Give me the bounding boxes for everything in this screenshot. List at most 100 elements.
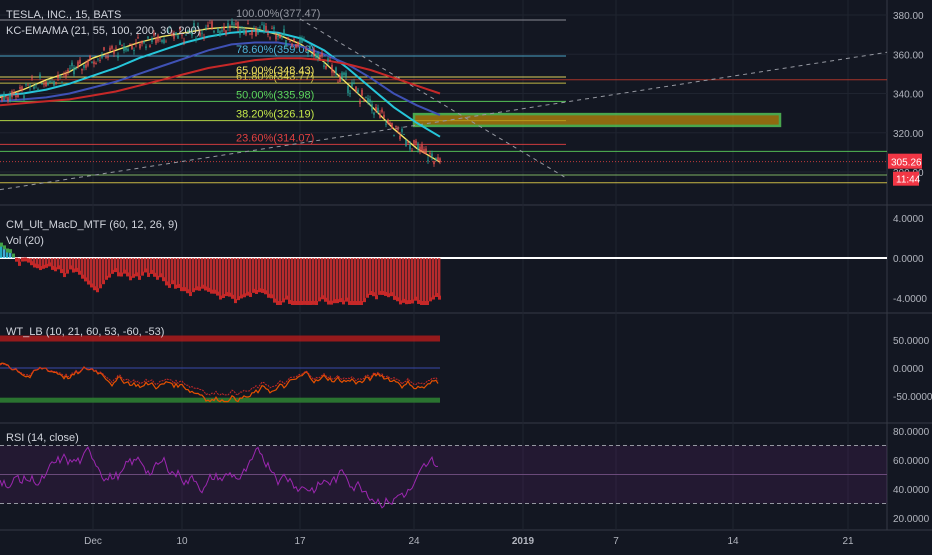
candle-body: [275, 35, 277, 40]
macd-signal-dot: [48, 262, 51, 267]
macd-signal-dot: [279, 301, 282, 305]
macd-histogram-bar: [123, 258, 126, 272]
macd-histogram-bar: [90, 258, 93, 286]
candle-body: [195, 38, 197, 40]
candle-body: [161, 39, 163, 42]
macd-signal-dot: [393, 295, 396, 300]
macd-histogram-bar: [228, 258, 231, 295]
macd-histogram-bar: [174, 258, 177, 287]
candle-body: [33, 86, 35, 89]
macd-histogram-bar: [192, 258, 195, 291]
macd-signal-dot: [24, 257, 27, 262]
candle-body: [387, 119, 389, 124]
candle-body: [151, 38, 153, 42]
candle-body: [219, 31, 221, 36]
candle-body: [97, 58, 99, 60]
macd-histogram-bar: [81, 258, 84, 277]
macd-signal-dot: [240, 294, 243, 299]
macd-signal-dot: [339, 298, 342, 303]
macd-signal-dot: [183, 287, 186, 292]
fib-level-label: 61.80%(343.77): [236, 71, 314, 83]
candle-body: [439, 158, 441, 162]
macd-signal-dot: [21, 257, 24, 262]
grid: [0, 0, 932, 531]
macd-signal-dot: [285, 295, 288, 300]
indicator-panes[interactable]: [0, 242, 887, 509]
candle-body: [415, 140, 417, 144]
macd-histogram-bar: [96, 258, 99, 291]
candle-body: [353, 82, 355, 84]
candle-body: [395, 126, 397, 128]
macd-signal-dot: [291, 301, 294, 305]
candle-body: [145, 46, 147, 49]
macd-signal-dot: [18, 261, 21, 266]
macd-signal-dot: [273, 298, 276, 303]
wt-tick-label: 0.0000: [893, 364, 924, 375]
macd-histogram-bar: [393, 258, 396, 298]
macd-signal-dot: [357, 301, 360, 305]
macd-histogram-bar: [114, 258, 117, 271]
macd-signal-dot: [39, 266, 42, 271]
macd-tick-label: 4.0000: [893, 214, 924, 225]
macd-signal-dot: [12, 253, 15, 258]
macd-signal-dot: [105, 275, 108, 280]
macd-signal-dot: [264, 290, 267, 295]
macd-signal-dot: [171, 280, 174, 285]
time-tick-label: 7: [613, 536, 619, 547]
candle-body: [377, 107, 379, 113]
macd-histogram-bar: [306, 258, 309, 303]
macd-signal-dot: [60, 269, 63, 274]
macd-histogram-bar: [150, 258, 153, 272]
macd-signal-dot: [204, 286, 207, 291]
macd-signal-dot: [141, 271, 144, 276]
macd-signal-dot: [354, 301, 357, 305]
candle-body: [205, 27, 207, 29]
macd-histogram-bar: [255, 258, 258, 292]
candle-body: [371, 104, 373, 111]
macd-signal-dot: [69, 265, 72, 270]
candle-body: [197, 26, 199, 28]
candle-body: [185, 34, 187, 36]
candle-body: [149, 45, 151, 48]
candle-body: [17, 94, 19, 98]
candle-body: [127, 48, 129, 51]
macd-signal-dot: [267, 293, 270, 298]
macd-signal-dot: [270, 294, 273, 299]
macd-histogram-bar: [48, 258, 51, 265]
macd-histogram-bar: [216, 258, 219, 294]
macd-signal-dot: [387, 293, 390, 298]
candle-body: [267, 33, 269, 36]
macd-histogram-bar: [225, 258, 228, 295]
candle-body: [399, 135, 401, 140]
candle-body: [87, 60, 89, 66]
candle-body: [15, 95, 17, 98]
macd-signal-dot: [255, 289, 258, 294]
macd-signal-dot: [300, 301, 303, 305]
macd-histogram-bar: [294, 258, 297, 303]
macd-histogram-bar: [18, 258, 21, 264]
candle-body: [227, 23, 229, 28]
candle-body: [397, 129, 399, 130]
macd-signal-dot: [336, 299, 339, 304]
macd-histogram-bar: [204, 258, 207, 289]
wt-oversold-band: [0, 397, 440, 403]
candle-body: [369, 99, 371, 103]
candle-body: [107, 56, 109, 58]
macd-histogram-bar: [360, 258, 363, 303]
macd-histogram-bar: [429, 258, 432, 300]
macd-signal-dot: [369, 290, 372, 295]
macd-signal-dot: [120, 272, 123, 277]
macd-histogram-bar: [132, 258, 135, 276]
macd-signal-dot: [318, 297, 321, 302]
candle-body: [235, 23, 237, 25]
macd-histogram-bar: [111, 258, 114, 272]
macd-histogram-bar: [234, 258, 237, 302]
candle-body: [261, 24, 263, 26]
rsi-line: [0, 446, 439, 509]
macd-histogram-bar: [279, 258, 282, 303]
chart-title: TESLA, INC., 15, BATS: [6, 9, 121, 21]
price-pane[interactable]: [0, 18, 441, 167]
candle-body: [193, 23, 195, 28]
